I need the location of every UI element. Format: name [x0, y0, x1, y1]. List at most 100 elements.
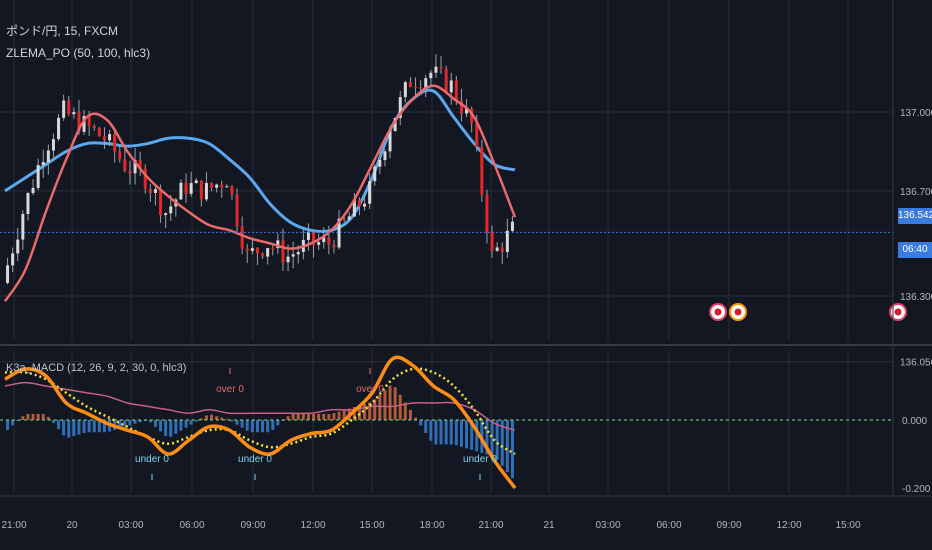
flag-uk-icon-dot — [714, 308, 722, 316]
candle-body — [169, 206, 173, 214]
candle-body — [363, 203, 367, 207]
candle-body — [342, 218, 346, 220]
histogram-bar — [296, 413, 300, 420]
time-axis-label: 06:00 — [179, 520, 204, 531]
candle-body — [6, 265, 10, 283]
annotation-label: under 0 — [238, 454, 272, 465]
candle-body — [199, 180, 203, 200]
histogram-bar — [352, 406, 356, 420]
histogram-bar — [240, 420, 244, 428]
macd-legend[interactable]: K3a_MACD (12, 26, 9, 2, 30, 0, hlc3) — [6, 362, 187, 374]
candle-body — [67, 100, 71, 115]
histogram-bar — [424, 420, 428, 434]
histogram-bar — [62, 420, 66, 436]
histogram-bar — [500, 420, 504, 466]
candle-body — [148, 188, 152, 193]
histogram-bar — [189, 420, 193, 425]
histogram-bar — [199, 418, 203, 420]
histogram-bar — [505, 420, 509, 473]
histogram-bar — [306, 413, 310, 420]
histogram-bar — [87, 420, 91, 433]
candle-body — [97, 128, 101, 137]
candle-body — [225, 186, 229, 188]
macd-histogram — [6, 385, 514, 479]
candle-body — [480, 147, 484, 195]
candle-body — [332, 244, 336, 248]
candle-body — [465, 108, 469, 114]
histogram-bar — [123, 420, 127, 427]
histogram-bar — [204, 415, 208, 420]
histogram-bar — [128, 420, 132, 426]
symbol-title[interactable]: ポンド/円, 15, FXCM — [6, 24, 119, 38]
macd-line — [4, 355, 517, 490]
zlema-fast-line — [3, 84, 517, 302]
candle-body — [128, 170, 132, 174]
candle-body — [57, 117, 61, 140]
histogram-bar — [41, 413, 45, 420]
candle-body — [429, 72, 433, 79]
histogram-bar — [153, 420, 157, 427]
histogram-bar — [118, 420, 122, 429]
candle-body — [108, 134, 112, 141]
histogram-bar — [414, 417, 418, 420]
histogram-bar — [475, 420, 479, 452]
histogram-bar — [261, 420, 265, 433]
candle-body — [485, 194, 489, 233]
candle-body — [312, 231, 316, 245]
candle-body — [327, 237, 331, 245]
candle-body — [454, 80, 458, 101]
histogram-bar — [490, 420, 494, 456]
histogram-bar — [510, 420, 514, 479]
candle-body — [403, 82, 407, 98]
price-axis-label: 137.000 — [900, 108, 932, 119]
candle-body — [240, 226, 244, 249]
histogram-bar — [174, 420, 178, 434]
histogram-bar — [495, 420, 499, 460]
candle-body — [189, 183, 193, 194]
histogram-bar — [485, 420, 489, 455]
candle-body — [271, 248, 275, 250]
candle-body — [368, 181, 372, 204]
candle-body — [194, 180, 198, 184]
candle-body — [82, 116, 86, 132]
time-axis-label: 15:00 — [359, 520, 384, 531]
economic-events[interactable] — [709, 303, 907, 321]
histogram-bar — [393, 387, 397, 420]
time-axis[interactable]: 21:00 20 03:00 06:00 09:00 12:00 15:00 18:00 21:… — [1, 520, 860, 531]
candle-body — [388, 131, 392, 152]
candle-body — [138, 160, 142, 169]
candle-body — [347, 216, 351, 220]
histogram-bar — [184, 420, 188, 428]
histogram-bar — [164, 420, 168, 437]
candle-body — [378, 159, 382, 167]
histogram-bar — [255, 420, 259, 433]
histogram-bar — [138, 420, 142, 423]
time-axis-label: 21 — [543, 520, 555, 531]
candle-body — [11, 253, 15, 266]
histogram-bar — [342, 410, 346, 420]
candle-body — [383, 151, 387, 160]
histogram-bar — [77, 420, 81, 435]
candle-body — [230, 186, 234, 195]
zlema-legend[interactable]: ZLEMA_PO (50, 100, hlc3) — [6, 46, 151, 60]
macd-slow-path — [4, 381, 516, 431]
time-axis-label: 21:00 — [478, 520, 503, 531]
histogram-bar — [235, 420, 239, 425]
histogram-bar — [102, 420, 106, 433]
candle-body — [41, 162, 45, 166]
candle-body — [153, 189, 157, 193]
histogram-bar — [210, 414, 214, 420]
histogram-bar — [434, 420, 438, 445]
histogram-bar — [220, 417, 224, 420]
candle-body — [393, 117, 397, 132]
histogram-bar — [169, 420, 173, 437]
candle-body — [87, 116, 91, 126]
price-axis[interactable]: 137.000 136.700 136.300 136.050 — [900, 108, 932, 369]
macd-main-path — [4, 355, 517, 490]
annotation-label: over 0 — [356, 384, 384, 395]
candle-body — [31, 187, 35, 194]
candle-body — [408, 82, 412, 88]
macd-axis[interactable]: 0.000 -0.200 — [902, 416, 931, 495]
price-axis-label: 136.300 — [900, 292, 932, 303]
